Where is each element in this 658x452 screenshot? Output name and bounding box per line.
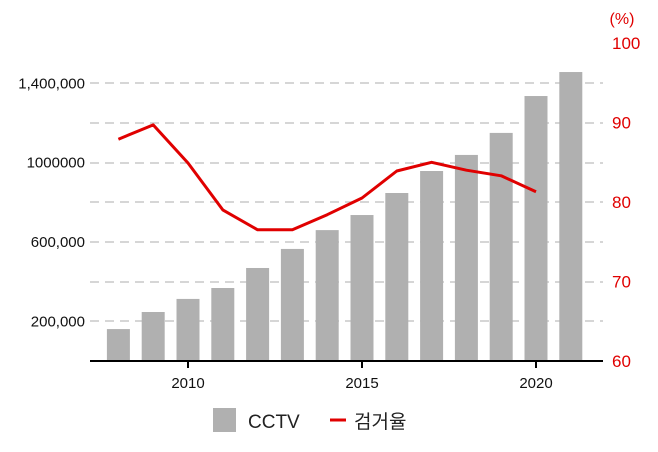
line-series-arrest-rate	[117, 123, 537, 232]
bar-cctv-2013	[280, 248, 304, 361]
left-tick-label: 1000000	[27, 155, 85, 172]
left-tick-label: 200,000	[31, 313, 85, 330]
right-tick-label: 90	[612, 114, 631, 133]
x-tick-label: 2010	[171, 375, 204, 392]
x-tick-label: 2020	[519, 375, 552, 392]
left-tick-label: 600,000	[31, 234, 85, 251]
bar-cctv-2018	[454, 154, 478, 361]
bar-cctv-2016	[385, 193, 409, 361]
x-axis-ticks: 2010 2015 2020	[171, 361, 553, 392]
legend: CCTV 검거율	[213, 408, 406, 433]
bar-cctv-2011	[211, 288, 235, 361]
bar-cctv-2019	[489, 132, 513, 361]
bar-cctv-2009	[141, 312, 165, 361]
gridlines	[90, 82, 603, 322]
left-axis-ticks: 200,000 600,000 1000000 1,400,000	[18, 75, 85, 330]
right-axis-ticks: 60 70 80 90 100	[612, 34, 640, 371]
legend-label-cctv: CCTV	[248, 412, 300, 433]
left-tick-label: 1,400,000	[18, 75, 85, 92]
right-tick-label: 60	[612, 352, 631, 371]
bar-cctv-2020	[524, 96, 548, 361]
right-tick-label: 70	[612, 273, 631, 292]
bars	[106, 72, 583, 361]
right-axis-unit: (%)	[610, 11, 635, 28]
legend-label-arrest-rate: 검거율	[354, 411, 406, 433]
bar-cctv-2015	[350, 215, 374, 361]
right-tick-label: 100	[612, 34, 640, 53]
bar-cctv-2017	[420, 170, 444, 361]
bar-cctv-2014	[315, 230, 339, 361]
right-tick-label: 80	[612, 193, 631, 212]
bar-cctv-2021	[559, 72, 583, 361]
bar-cctv-2008	[106, 329, 130, 361]
bar-cctv-2012	[246, 267, 270, 361]
x-tick-label: 2015	[345, 375, 378, 392]
legend-swatch-cctv	[213, 408, 236, 432]
bar-cctv-2010	[176, 298, 200, 361]
